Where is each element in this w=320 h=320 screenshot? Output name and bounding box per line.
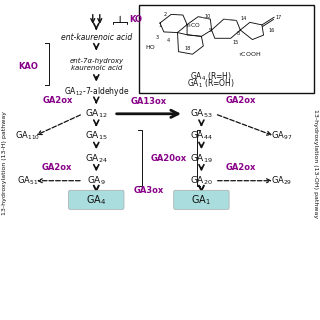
Text: 17: 17 <box>276 15 282 20</box>
Text: GA$_1$: GA$_1$ <box>191 193 212 207</box>
Text: 15: 15 <box>233 40 239 45</box>
Text: 1: 1 <box>158 23 161 28</box>
Text: GA$_{24}$: GA$_{24}$ <box>85 152 108 165</box>
Text: GA$_4$ (R=H): GA$_4$ (R=H) <box>190 70 232 83</box>
Text: GA20ox: GA20ox <box>151 154 187 163</box>
Text: GA$_9$: GA$_9$ <box>87 174 106 187</box>
Text: GA$_{97}$: GA$_{97}$ <box>271 130 292 142</box>
Text: 3: 3 <box>155 35 158 40</box>
Text: KAO: KAO <box>18 61 38 70</box>
Text: 14: 14 <box>240 16 247 21</box>
Text: GA$_{19}$: GA$_{19}$ <box>190 152 213 165</box>
Text: GA$_4$: GA$_4$ <box>86 193 107 207</box>
Text: GA3ox: GA3ox <box>134 186 164 195</box>
Text: 13-hydroxylation (13-OH) pathway: 13-hydroxylation (13-OH) pathway <box>313 108 318 218</box>
Text: 2: 2 <box>164 12 167 17</box>
Text: $_7$COOH: $_7$COOH <box>238 51 261 59</box>
Text: 5: 5 <box>208 28 212 33</box>
FancyBboxPatch shape <box>174 190 229 209</box>
Text: GA$_{12}$: GA$_{12}$ <box>85 108 108 120</box>
Text: GA$_1$ (R=OH): GA$_1$ (R=OH) <box>187 78 235 91</box>
Text: GA$_{15}$: GA$_{15}$ <box>85 130 108 142</box>
Text: 8: 8 <box>236 31 240 36</box>
Text: HO: HO <box>145 45 155 50</box>
Text: 13-hydroxylation (13-H) pathway: 13-hydroxylation (13-H) pathway <box>2 111 7 215</box>
Text: ent-kaurenoic acid: ent-kaurenoic acid <box>61 33 132 42</box>
Text: GA2ox: GA2ox <box>226 96 256 105</box>
Text: GA13ox: GA13ox <box>131 98 167 107</box>
Text: GA2ox: GA2ox <box>226 163 256 172</box>
Text: 10: 10 <box>204 14 210 19</box>
Text: GA$_{29}$: GA$_{29}$ <box>271 174 292 187</box>
Text: GA$_{53}$: GA$_{53}$ <box>190 108 213 120</box>
Text: 4: 4 <box>167 38 170 43</box>
Text: GA$_{51}$: GA$_{51}$ <box>17 174 38 187</box>
FancyBboxPatch shape <box>68 190 124 209</box>
Text: ent-7α-hydroxy
kaurenoic acid: ent-7α-hydroxy kaurenoic acid <box>69 58 123 71</box>
Text: 18: 18 <box>185 46 191 51</box>
Text: GA2ox: GA2ox <box>41 163 72 172</box>
Text: GA$_{20}$: GA$_{20}$ <box>190 174 213 187</box>
Text: GA$_{12}$-7-aldehyde: GA$_{12}$-7-aldehyde <box>64 85 129 98</box>
Text: GA$_{110}$: GA$_{110}$ <box>15 130 40 142</box>
Text: GA2ox: GA2ox <box>43 96 73 105</box>
FancyBboxPatch shape <box>139 5 314 93</box>
Text: GA$_{44}$: GA$_{44}$ <box>190 130 213 142</box>
Text: KO: KO <box>130 15 143 24</box>
Text: $_{19}$CO: $_{19}$CO <box>185 21 201 30</box>
Text: 16: 16 <box>268 28 275 33</box>
